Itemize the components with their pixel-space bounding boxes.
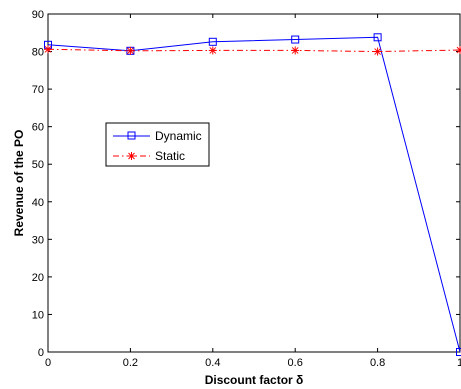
legend-box xyxy=(105,122,210,167)
data-point-static xyxy=(456,46,461,55)
data-point-static xyxy=(44,45,52,54)
y-tick-label: 0 xyxy=(38,347,44,359)
series-layer xyxy=(44,33,461,356)
y-tick-label: 10 xyxy=(32,309,44,321)
data-point-dynamic xyxy=(291,35,300,44)
legend-static-marker xyxy=(127,152,136,160)
y-tick-label: 80 xyxy=(32,47,44,59)
legend-dynamic-marker xyxy=(127,131,136,140)
legend-static-label: Static xyxy=(155,149,185,163)
x-tick-label: 0.6 xyxy=(288,357,303,369)
y-tick-label: 40 xyxy=(32,197,44,209)
legend-dynamic-label: Dynamic xyxy=(155,129,202,143)
y-tick-label: 30 xyxy=(32,234,44,246)
x-tick-label: 0.2 xyxy=(123,357,138,369)
data-point-static xyxy=(208,46,217,55)
y-tick-label: 20 xyxy=(32,272,44,284)
data-point-dynamic xyxy=(456,348,461,356)
x-tick-label: 1 xyxy=(457,357,461,369)
y-tick-label: 60 xyxy=(32,122,44,134)
series-line-dynamic xyxy=(47,36,461,353)
y-tick-label: 70 xyxy=(32,84,44,96)
x-tick-label: 0 xyxy=(45,357,51,369)
y-tick-label: 50 xyxy=(32,159,44,171)
data-point-dynamic xyxy=(208,37,217,46)
data-point-static xyxy=(291,46,300,55)
y-tick-label: 90 xyxy=(32,9,44,21)
y-axis-label: Revenue of the PO xyxy=(12,130,26,237)
x-tick-label: 0.4 xyxy=(205,357,220,369)
x-tick-label: 0.8 xyxy=(370,357,385,369)
series-line-static xyxy=(47,48,461,53)
plot-area xyxy=(47,13,461,353)
data-point-static xyxy=(126,46,135,55)
data-point-dynamic xyxy=(373,33,382,42)
legend: Dynamic Static xyxy=(105,122,210,167)
x-axis-label: Discount factor δ xyxy=(205,373,304,387)
data-point-static xyxy=(373,47,382,56)
